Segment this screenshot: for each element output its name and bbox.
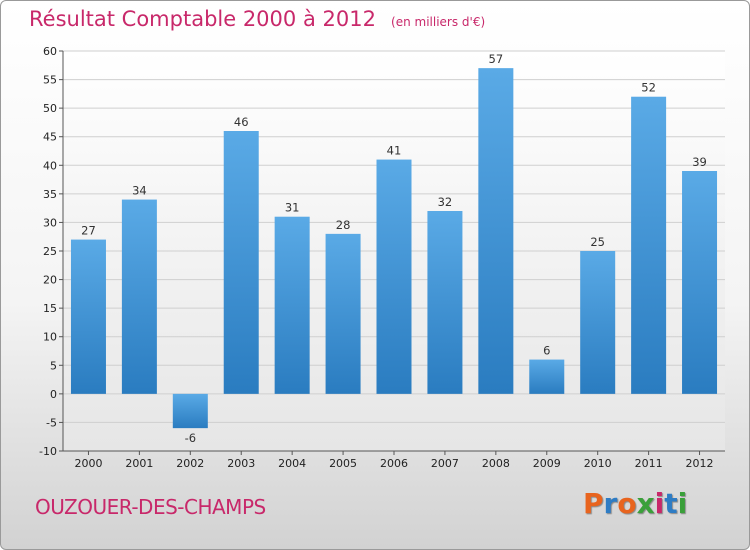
brand-letter: i [654, 487, 665, 520]
y-tick-label: 5 [50, 359, 57, 372]
bar-2001 [121, 199, 157, 394]
data-label-2007: 32 [438, 195, 453, 209]
y-tick-label: 50 [43, 102, 57, 115]
bar-2008 [478, 68, 514, 394]
brand-letter: r [603, 487, 618, 520]
data-label-2008: 57 [489, 52, 504, 66]
brand-letter: x [636, 487, 655, 520]
title-row: Résultat Comptable 2000 à 2012 (en milli… [29, 7, 485, 31]
bar-2006 [376, 159, 412, 394]
bar-2005 [325, 233, 361, 394]
data-label-2006: 41 [387, 144, 402, 158]
data-label-2000: 27 [81, 224, 96, 238]
x-tick-label: 2011 [635, 457, 663, 470]
y-tick-label: 55 [43, 74, 57, 87]
x-tick-label: 2002 [176, 457, 204, 470]
data-label-2010: 25 [590, 235, 605, 249]
y-tick-label: 0 [50, 388, 57, 401]
x-tick-label: 2007 [431, 457, 459, 470]
x-tick-label: 2008 [482, 457, 510, 470]
x-tick-label: 2009 [533, 457, 561, 470]
data-label-2001: 34 [132, 184, 147, 198]
data-label-2002: -6 [185, 431, 196, 445]
brand-logo: Proxiti [583, 487, 687, 520]
bar-2004 [274, 216, 310, 394]
x-tick-label: 2001 [125, 457, 153, 470]
y-tick-label: -5 [46, 416, 57, 429]
x-tick-label: 2003 [227, 457, 255, 470]
brand-letter: o [617, 487, 637, 520]
x-tick-label: 2000 [74, 457, 102, 470]
y-tick-label: 60 [43, 45, 57, 58]
bar-2012 [682, 171, 718, 394]
brand-letter: t [664, 487, 678, 520]
y-tick-label: 45 [43, 131, 57, 144]
data-label-2003: 46 [234, 115, 249, 129]
x-tick-label: 2005 [329, 457, 357, 470]
data-label-2012: 39 [692, 155, 707, 169]
x-tick-label: 2010 [584, 457, 612, 470]
y-tick-label: 40 [43, 159, 57, 172]
axes [59, 50, 725, 455]
y-tick-label: 15 [43, 302, 57, 315]
bar-2010 [580, 251, 616, 394]
bar-2000 [70, 239, 106, 394]
data-label-2005: 28 [336, 218, 351, 232]
y-tick-label: 25 [43, 245, 57, 258]
y-tick-label: 10 [43, 331, 57, 344]
data-label-2009: 6 [543, 344, 550, 358]
x-tick-label: 2006 [380, 457, 408, 470]
x-tick-label: 2012 [686, 457, 714, 470]
y-tick-label: 30 [43, 216, 57, 229]
y-tick-label: 35 [43, 188, 57, 201]
y-tick-label: -10 [39, 445, 57, 458]
bar-2007 [427, 211, 463, 394]
data-label-2004: 31 [285, 201, 300, 215]
y-tick-label: 20 [43, 274, 57, 287]
bar-2009 [529, 359, 565, 394]
labels: -10 -5 0 5 10 15 20 25 30 35 40 45 50 55 60 2000 27 2001 3… [39, 45, 714, 470]
brand-letter: P [583, 487, 604, 520]
brand-letter: i [677, 487, 688, 520]
bars [70, 68, 718, 429]
chart-unit: (en milliers d'€) [391, 15, 486, 29]
x-tick-label: 2004 [278, 457, 306, 470]
bar-2002 [172, 393, 208, 429]
data-label-2011: 52 [641, 81, 656, 95]
chart-title: Résultat Comptable 2000 à 2012 [29, 7, 376, 31]
bar-2003 [223, 131, 259, 394]
commune-name: OUZOUER-DES-CHAMPS [35, 495, 266, 519]
bar-2011 [631, 96, 667, 394]
